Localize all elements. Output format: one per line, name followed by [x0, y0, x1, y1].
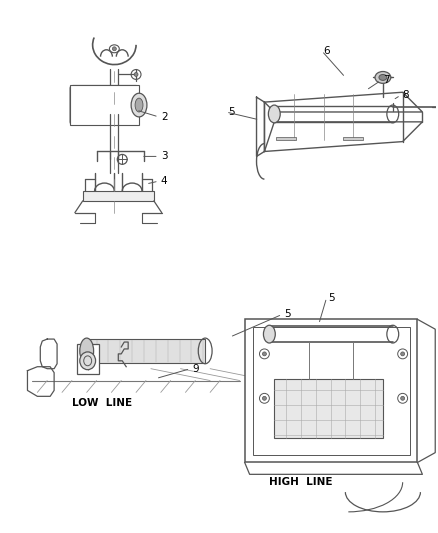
Ellipse shape	[400, 352, 404, 356]
Ellipse shape	[135, 98, 143, 112]
Ellipse shape	[374, 71, 390, 83]
Polygon shape	[77, 344, 98, 374]
Polygon shape	[244, 319, 417, 463]
Polygon shape	[343, 136, 362, 140]
Text: 5: 5	[227, 107, 234, 117]
FancyBboxPatch shape	[70, 85, 139, 125]
Ellipse shape	[80, 352, 95, 370]
Ellipse shape	[131, 93, 147, 117]
Ellipse shape	[268, 105, 279, 123]
Polygon shape	[86, 339, 205, 363]
Ellipse shape	[400, 397, 404, 400]
Text: 5: 5	[283, 309, 290, 319]
Ellipse shape	[262, 352, 266, 356]
Text: LOW  LINE: LOW LINE	[72, 398, 132, 408]
Text: 9: 9	[192, 364, 198, 374]
Text: 7: 7	[382, 75, 389, 85]
Ellipse shape	[263, 325, 275, 343]
Text: 6: 6	[323, 46, 329, 56]
Polygon shape	[252, 327, 409, 455]
Text: 3: 3	[160, 151, 167, 161]
Text: 2: 2	[160, 112, 167, 122]
Ellipse shape	[134, 72, 138, 76]
Polygon shape	[83, 191, 153, 201]
Polygon shape	[276, 136, 295, 140]
Polygon shape	[70, 85, 139, 125]
Ellipse shape	[112, 47, 116, 51]
Polygon shape	[274, 378, 382, 438]
Ellipse shape	[262, 397, 266, 400]
Text: 8: 8	[402, 90, 408, 100]
Text: HIGH  LINE: HIGH LINE	[269, 477, 332, 487]
Text: 4: 4	[160, 176, 167, 186]
Text: 5: 5	[328, 293, 335, 303]
Ellipse shape	[80, 338, 93, 364]
Ellipse shape	[378, 75, 386, 80]
